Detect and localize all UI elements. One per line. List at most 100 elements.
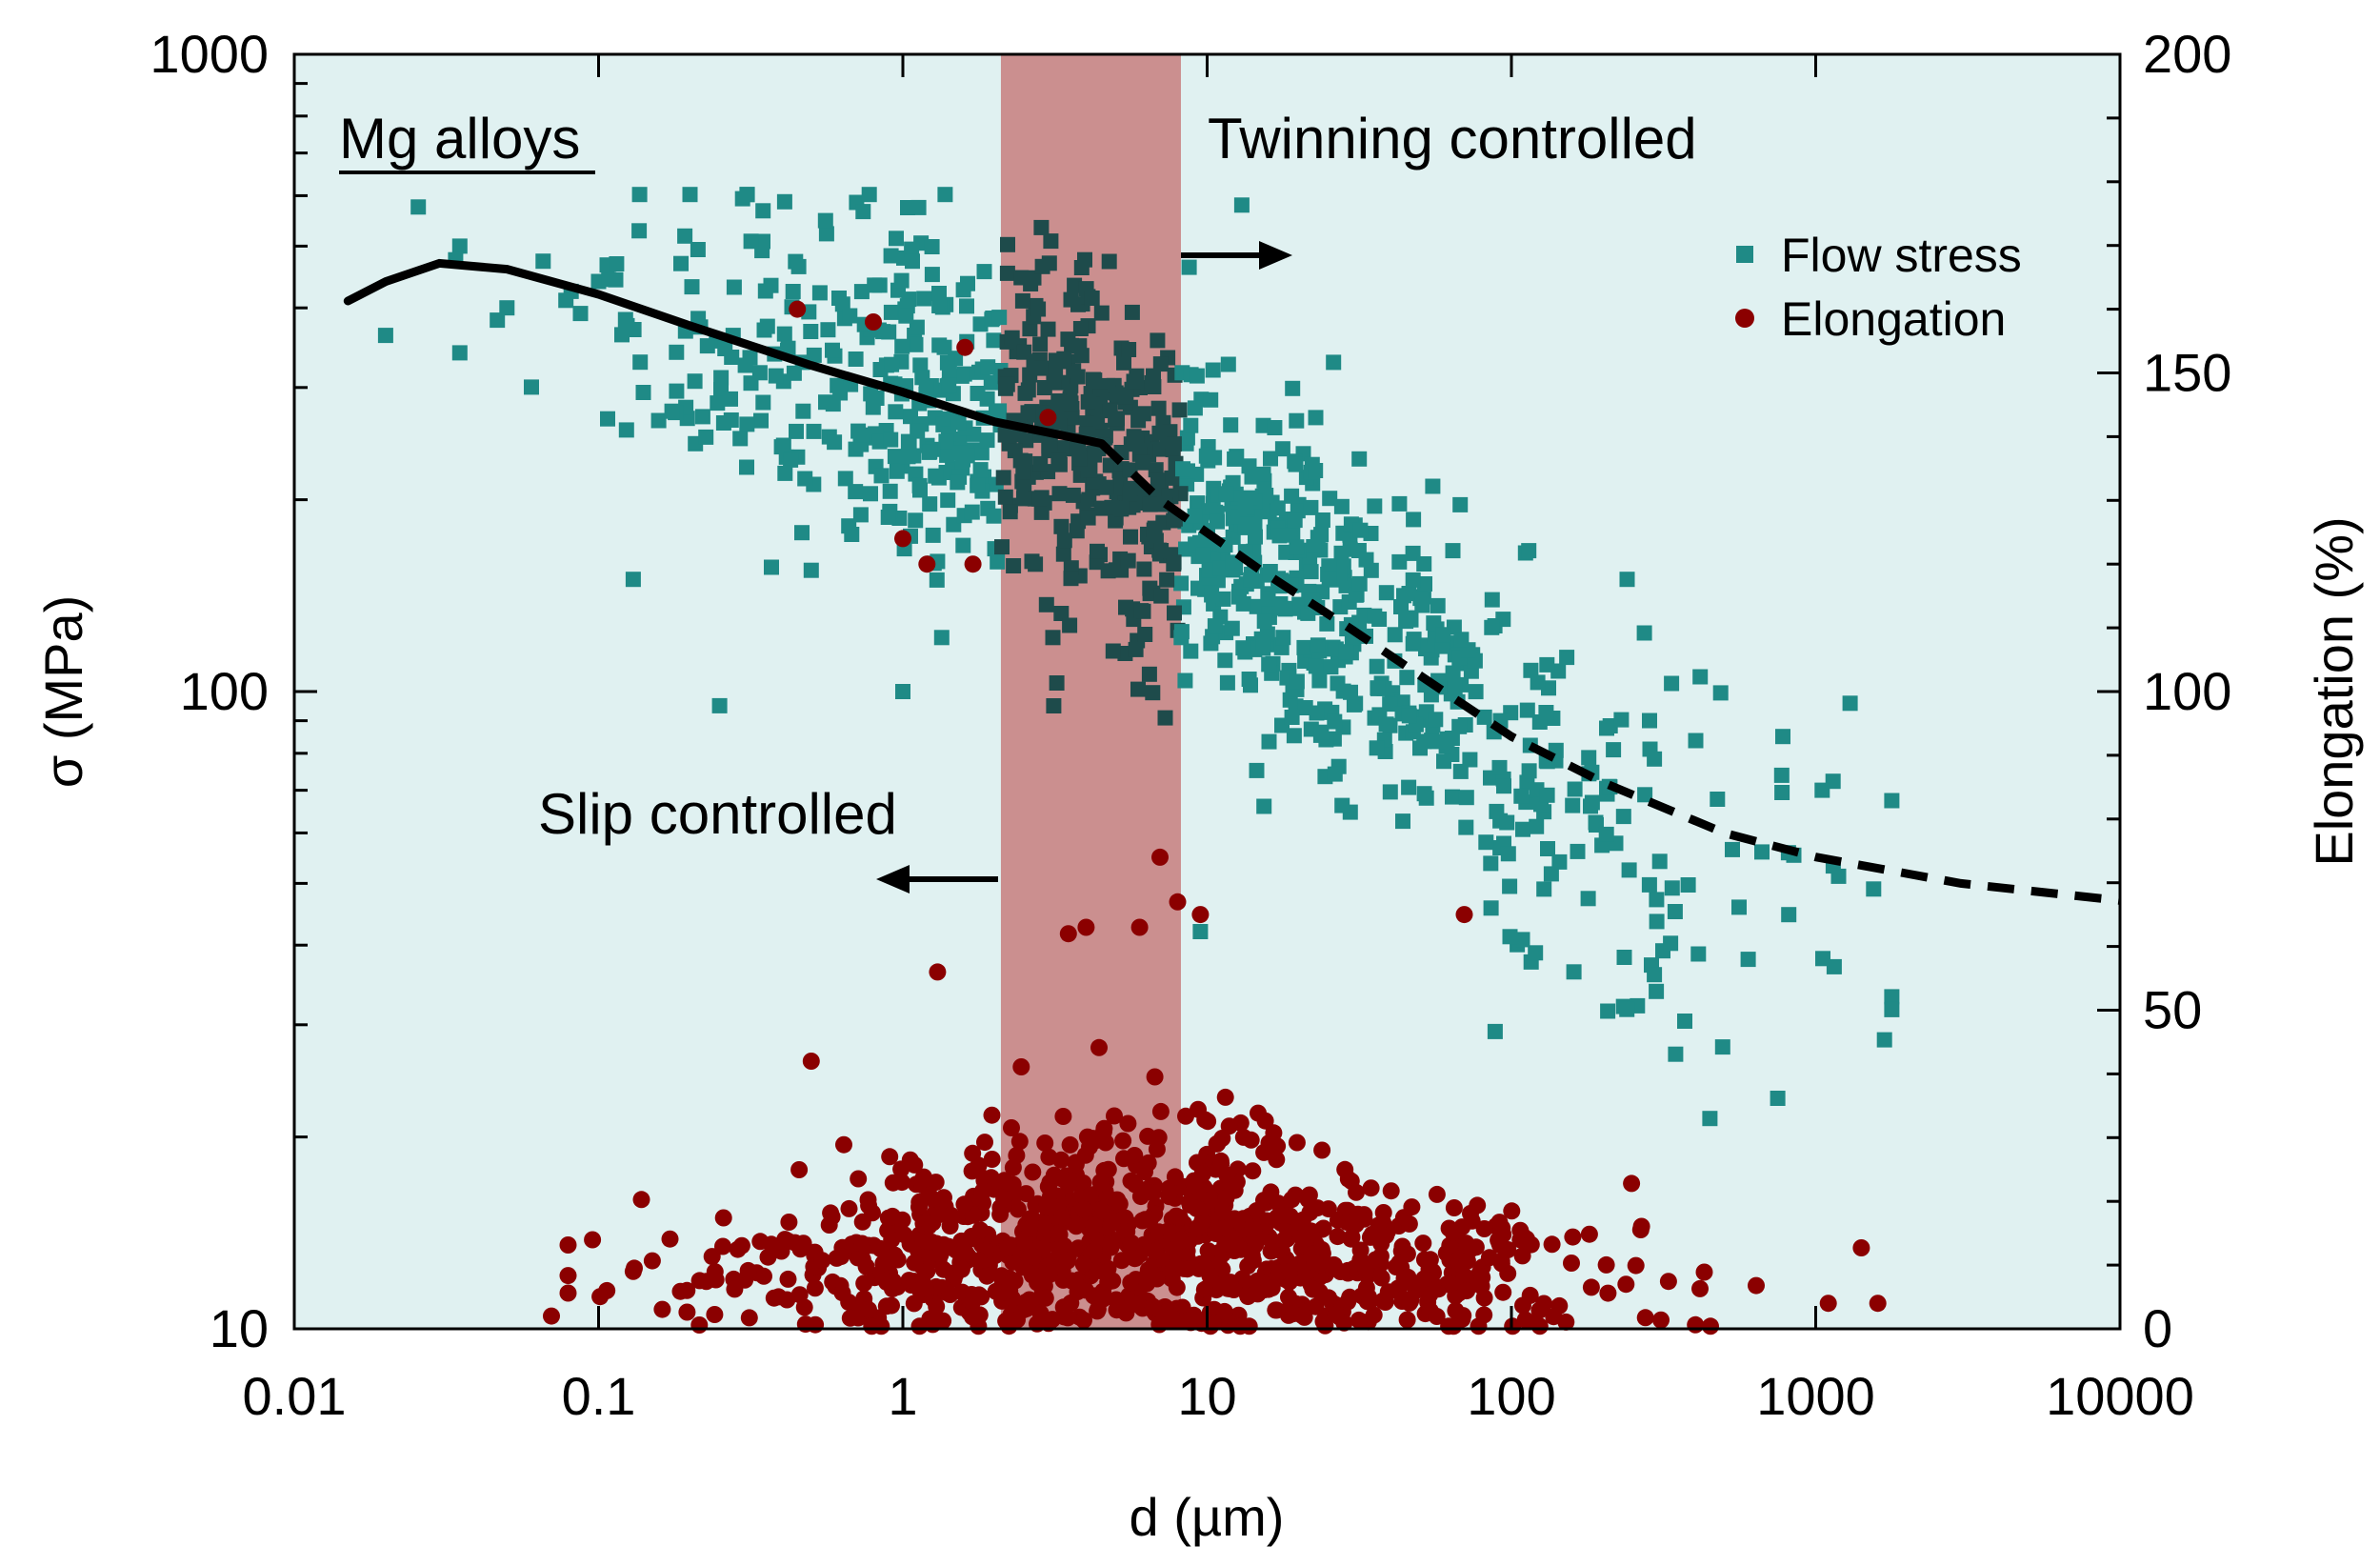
elongation-point [584, 1231, 602, 1249]
elongation-point [1659, 1273, 1677, 1291]
flow-stress-point [955, 537, 971, 553]
flow-stress-point [842, 308, 858, 324]
flow-stress-point [997, 489, 1013, 505]
flow-stress-point [698, 429, 714, 445]
elongation-point [1185, 1306, 1203, 1324]
flow-stress-point [1313, 724, 1330, 740]
elongation-point [1402, 1290, 1420, 1308]
elongation-point [1444, 1223, 1462, 1241]
elongation-point [751, 1233, 770, 1251]
flow-stress-point [1192, 924, 1209, 939]
flow-stress-point [669, 344, 685, 360]
flow-stress-point [1256, 798, 1272, 814]
flow-stress-point [669, 383, 685, 399]
elongation-point [1044, 1311, 1061, 1329]
flow-stress-point [1288, 456, 1304, 472]
elongation-point [1274, 1232, 1292, 1249]
panel-label: Mg alloys [339, 107, 580, 171]
elongation-point [910, 1317, 929, 1335]
elongation-point [1869, 1295, 1887, 1313]
flow-stress-point [1714, 1039, 1730, 1055]
elongation-point [976, 1134, 993, 1152]
elongation-point [780, 1214, 798, 1231]
elongation-point [1281, 1262, 1298, 1280]
flow-stress-point [1327, 766, 1343, 782]
y2-tick-label: 200 [2143, 24, 2231, 84]
flow-stress-point [922, 496, 938, 512]
flow-stress-point [1619, 1001, 1635, 1017]
flow-stress-point [1284, 710, 1300, 725]
flow-stress-point [1063, 395, 1079, 412]
elongation-point [832, 1248, 850, 1266]
elongation-point [991, 1205, 1010, 1223]
elongation-point [956, 338, 974, 356]
flow-stress-point [1688, 733, 1704, 749]
elongation-point [1068, 1217, 1085, 1235]
flow-stress-point [806, 423, 822, 439]
flow-stress-point [1045, 630, 1061, 646]
elongation-point [1521, 1286, 1539, 1304]
elongation-point [1362, 1179, 1380, 1197]
flow-stress-point [1262, 564, 1278, 579]
elongation-point [1059, 1176, 1077, 1195]
flow-stress-point [1051, 486, 1068, 502]
flow-stress-point [1303, 564, 1319, 580]
flow-stress-point [1238, 494, 1253, 510]
flow-stress-point [1218, 486, 1234, 502]
flow-stress-point [994, 539, 1010, 555]
flow-stress-point [1731, 899, 1747, 915]
elongation-point [1006, 1272, 1024, 1290]
flow-stress-point [535, 253, 551, 270]
flow-stress-point [1022, 367, 1038, 383]
flow-stress-point [1565, 797, 1581, 813]
elongation-point [543, 1307, 560, 1325]
flow-stress-point [1300, 605, 1316, 621]
flow-stress-point [1680, 877, 1696, 893]
flow-stress-point [1484, 592, 1500, 608]
elongation-point [1216, 1219, 1234, 1237]
flow-stress-point [1287, 512, 1303, 529]
elongation-point [1166, 1168, 1184, 1186]
flow-stress-point [1207, 618, 1223, 634]
flow-stress-point [1033, 360, 1050, 376]
elongation-point [926, 1313, 944, 1331]
elongation-point [729, 1240, 747, 1258]
elongation-point [1306, 1254, 1324, 1272]
elongation-point [1336, 1160, 1354, 1178]
flow-stress-point [972, 462, 989, 478]
flow-stress-point [1530, 674, 1546, 691]
elongation-point [1081, 1137, 1098, 1155]
elongation-point [1513, 1247, 1531, 1265]
flow-stress-point [1249, 762, 1265, 778]
elongation-point [1141, 1211, 1159, 1229]
elongation-point [895, 1226, 913, 1244]
elongation-point [1052, 1209, 1070, 1227]
flow-stress-point [1212, 560, 1229, 576]
flow-stress-point [757, 283, 773, 299]
elongation-point [1138, 1275, 1156, 1293]
elongation-point [1127, 1175, 1145, 1194]
flow-stress-point [1559, 650, 1575, 666]
trend-line-solid [343, 258, 1107, 449]
flow-stress-point [1369, 658, 1385, 674]
flow-stress-point [1153, 543, 1170, 558]
flow-stress-point [1378, 716, 1394, 733]
flow-stress-point [1065, 487, 1081, 503]
flow-stress-point [1543, 866, 1559, 882]
flow-stress-point [1313, 527, 1330, 543]
flow-stress-point [1774, 785, 1790, 800]
flow-stress-point [941, 364, 957, 379]
twinning-arrow [1181, 241, 1292, 270]
flow-stress-point [933, 630, 950, 646]
flow-stress-point [883, 248, 899, 264]
flow-stress-point [1173, 624, 1190, 640]
elongation-point [765, 1289, 783, 1307]
flow-stress-point [986, 508, 1002, 524]
flow-stress-point [889, 463, 905, 479]
elongation-point [626, 1259, 643, 1277]
flow-stress-point [1430, 733, 1446, 750]
flow-stress-point [1452, 763, 1469, 779]
flow-stress-point [677, 228, 693, 244]
elongation-point [857, 1257, 875, 1275]
flow-stress-point [1233, 197, 1250, 213]
